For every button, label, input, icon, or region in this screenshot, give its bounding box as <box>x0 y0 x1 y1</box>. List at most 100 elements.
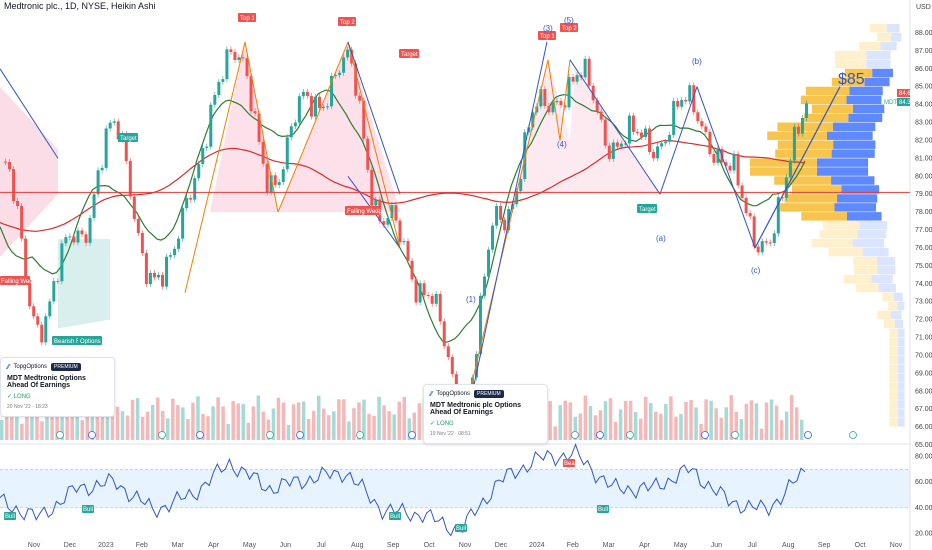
price-tick-label: 70.00 <box>915 352 932 359</box>
shade-region-1 <box>0 86 58 257</box>
candle-body <box>708 131 712 155</box>
svg-text:Bull: Bull <box>83 507 93 513</box>
svg-text:Target: Target <box>401 52 418 58</box>
zigzag-line[interactable] <box>469 59 549 392</box>
candle-body <box>704 126 708 132</box>
candle-body <box>128 160 132 197</box>
vp-bar-up <box>889 346 898 355</box>
trend-line[interactable] <box>347 41 401 195</box>
time-tick-label: 2024 <box>529 542 545 549</box>
event-marker-icon[interactable] <box>158 431 166 439</box>
price-axis[interactable]: 88.00 87.00 86.00 85.00 84.00 83.00 82.00 81.00… <box>915 30 932 449</box>
vp-bar-down <box>852 104 885 114</box>
idea-card-2[interactable]: ⁄⁄ TopgOptions PREMIUM MDT Medtronic plc… <box>423 384 548 444</box>
candle-body <box>478 295 482 355</box>
wave-a-label: (a) <box>656 234 666 243</box>
vp-bar-up <box>749 167 817 176</box>
event-marker-icon[interactable] <box>701 431 709 439</box>
candle-body <box>390 205 394 219</box>
vp-bar-up <box>855 283 879 293</box>
vp-bar-up <box>835 50 867 60</box>
event-marker-icon[interactable] <box>356 431 364 439</box>
volume-bar <box>548 401 552 440</box>
vp-bar-up <box>780 203 835 212</box>
mdt-ticker-label: MDT <box>884 100 897 106</box>
svg-text:Top 1: Top 1 <box>540 34 555 40</box>
candle-body <box>780 197 784 199</box>
candle-body <box>499 205 503 220</box>
vp-bar-up <box>749 158 817 167</box>
event-marker-icon[interactable] <box>56 431 64 439</box>
volume-bar <box>65 412 69 440</box>
candle-body <box>64 237 68 244</box>
volume-bar <box>95 398 100 440</box>
candle-body <box>253 111 257 114</box>
volume-bar <box>281 402 286 440</box>
idea-headline[interactable]: MDT Medtronic Options Ahead Of Earnings <box>7 375 86 389</box>
svg-text:Bull: Bull <box>5 514 15 520</box>
time-axis[interactable]: Nov Dec 2023 Feb Mar Apr May Jun Jul Aug Sep Oct Nov… <box>28 542 903 549</box>
volume-bar <box>20 423 24 440</box>
vp-bar-up <box>805 86 850 96</box>
rsi-band <box>0 469 910 508</box>
zigzag-line[interactable] <box>244 41 279 213</box>
trend-line[interactable] <box>569 59 661 195</box>
vp-bar-down <box>857 230 887 239</box>
vp-bar-down <box>833 140 876 149</box>
event-marker-icon[interactable] <box>196 431 204 439</box>
volume-bar <box>241 404 245 440</box>
candle-body <box>776 197 780 234</box>
event-marker-icon[interactable] <box>296 431 304 439</box>
event-marker-icon[interactable] <box>266 431 274 439</box>
idea-card-1[interactable]: ⁄⁄ TopgOptions PREMIUM MDT Medtronic Opt… <box>0 357 115 417</box>
volume-bar <box>789 395 794 440</box>
projection-line[interactable] <box>754 86 841 249</box>
event-marker-icon[interactable] <box>731 431 739 439</box>
rsi-axis[interactable]: 80.00 60.00 40.00 20.00 <box>915 453 932 537</box>
candle-body <box>4 161 8 163</box>
candle-body <box>330 75 334 107</box>
trend-line[interactable] <box>696 86 756 249</box>
volume-bar <box>306 418 311 440</box>
volume-bar <box>236 403 240 440</box>
trend-line[interactable] <box>659 86 698 195</box>
volume-bar <box>558 405 562 440</box>
volume-bar <box>764 402 769 440</box>
candle-body <box>406 241 410 261</box>
zigzag-line[interactable] <box>347 41 401 249</box>
vp-bar-up <box>853 256 877 266</box>
zigzag-line[interactable] <box>277 41 349 213</box>
candle-body <box>446 346 450 358</box>
volume-bar <box>578 413 583 440</box>
time-tick-label: May <box>243 542 257 549</box>
volume-bar <box>0 420 4 440</box>
event-marker-icon[interactable] <box>571 431 579 439</box>
event-marker-icon[interactable] <box>408 431 416 439</box>
candle-body <box>313 96 317 117</box>
candle-body <box>289 126 293 138</box>
svg-text:Falling Wedge: Falling Wedge <box>1 279 40 285</box>
event-marker-icon[interactable] <box>88 431 96 439</box>
volume-bar <box>372 415 376 440</box>
candle-body <box>692 85 696 113</box>
idea-source: TopgOptions <box>436 391 471 397</box>
idea-headline[interactable]: MDT Medtronic plc Options Ahead Of Earni… <box>430 402 521 416</box>
event-marker-icon[interactable] <box>596 431 604 439</box>
zigzag-line[interactable] <box>547 59 561 141</box>
zigzag-line[interactable] <box>184 41 246 293</box>
trend-line[interactable] <box>464 41 548 428</box>
vp-bar-down <box>872 68 893 78</box>
event-marker-icon[interactable] <box>849 431 857 439</box>
candle-body <box>627 115 631 144</box>
candle-body <box>607 145 611 159</box>
event-marker-icon[interactable] <box>804 431 812 439</box>
vp-bar-down <box>890 32 902 42</box>
zigzag-line[interactable] <box>559 59 571 141</box>
vp-bar-down <box>898 355 905 364</box>
time-tick-label: Sep <box>387 542 400 549</box>
wave-1-label: (1) <box>466 295 476 304</box>
candle-body <box>104 128 108 168</box>
trend-line[interactable] <box>0 68 59 159</box>
event-marker-icon[interactable] <box>626 431 634 439</box>
